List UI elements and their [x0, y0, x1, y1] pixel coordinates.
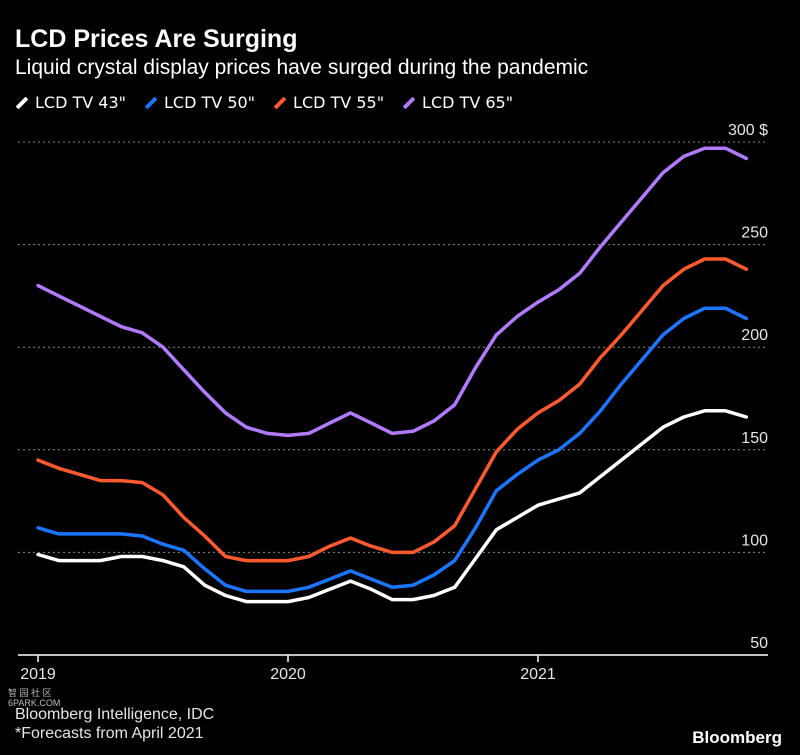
- x-tick-label-2019: 2019: [20, 666, 56, 683]
- y-tick-label-200: 200: [741, 327, 768, 344]
- chart-subtitle: Liquid crystal display prices have surge…: [15, 56, 589, 79]
- y-tick-label-250: 250: [741, 225, 768, 242]
- y-tick-label-50: 50: [750, 635, 768, 652]
- legend-item-tv65: LCD TV 65": [402, 93, 513, 112]
- bloomberg-logo: Bloomberg: [692, 728, 782, 747]
- watermark: 智 园 社 区 6PARK.COM: [8, 688, 60, 708]
- legend-label-tv43: LCD TV 43": [35, 93, 127, 112]
- legend-label-tv50: LCD TV 50": [164, 93, 256, 112]
- source-note: Bloomberg Intelligence, IDC *Forecasts f…: [15, 705, 214, 743]
- watermark-line-1: 智 园 社 区: [8, 688, 52, 698]
- series-line-tv50: [36, 306, 749, 594]
- legend-label-tv65: LCD TV 65": [422, 93, 514, 112]
- series-line-tv55: [36, 257, 749, 563]
- watermark-line-2: 6PARK.COM: [8, 698, 61, 708]
- x-tick-label-2020: 2020: [270, 666, 306, 683]
- legend-item-tv55: LCD TV 55": [273, 93, 384, 112]
- source-text: Bloomberg Intelligence, IDC: [15, 706, 215, 723]
- legend-item-tv43: LCD TV 43": [15, 93, 126, 112]
- forecast-note: *Forecasts from April 2021: [15, 725, 204, 742]
- y-tick-label-300: 300 $: [728, 122, 768, 139]
- x-tick-label-2021: 2021: [520, 666, 556, 683]
- legend: LCD TV 43" LCD TV 50" LCD TV 55" LCD TV …: [15, 93, 513, 112]
- series-line-tv65: [36, 146, 749, 438]
- legend-item-tv50: LCD TV 50": [144, 93, 255, 112]
- chart-title: LCD Prices Are Surging: [15, 25, 298, 53]
- y-tick-label-150: 150: [741, 430, 768, 447]
- series-line-tv43: [36, 409, 749, 604]
- legend-label-tv55: LCD TV 55": [293, 93, 385, 112]
- y-tick-label-100: 100: [741, 532, 768, 549]
